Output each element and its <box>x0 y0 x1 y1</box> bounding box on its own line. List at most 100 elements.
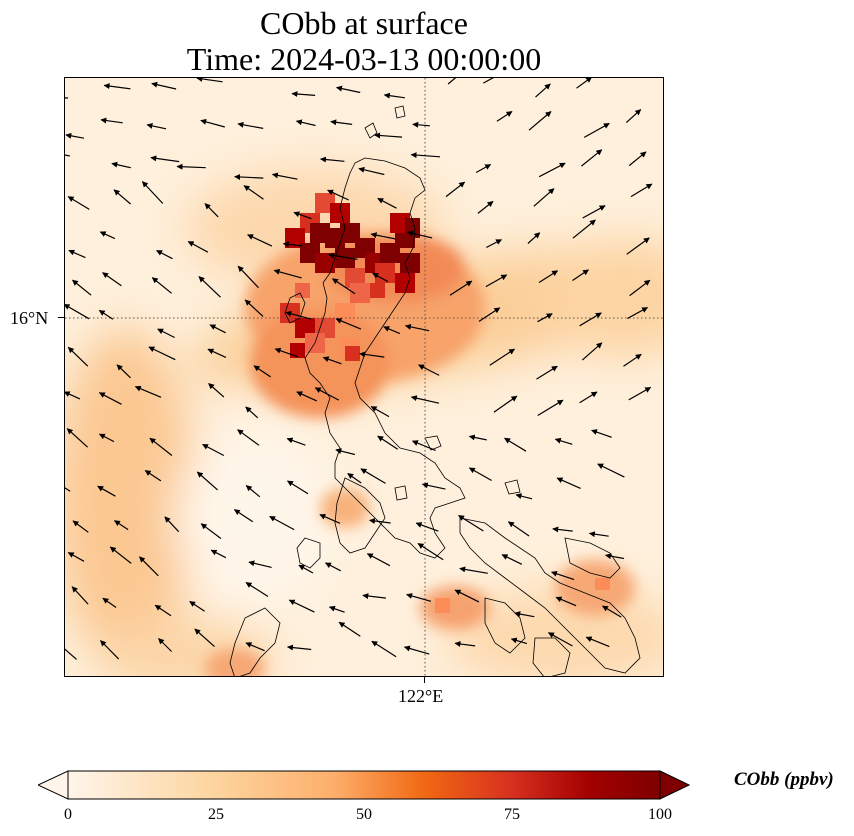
wind-arrow <box>111 161 131 169</box>
wind-arrow <box>286 437 306 446</box>
wind-arrow <box>146 122 167 130</box>
wind-arrow <box>320 156 345 163</box>
wind-arrow <box>418 364 440 376</box>
catanduanes-islet <box>504 479 521 495</box>
wind-arrow <box>528 111 552 131</box>
wind-arrow <box>623 353 642 367</box>
map-title-line2: Time: 2024-03-13 00:00:00 <box>186 41 542 77</box>
wind-arrow <box>552 526 573 533</box>
wind-arrow <box>176 163 206 170</box>
wind-arrow <box>359 351 385 358</box>
wind-arrow <box>572 269 589 281</box>
wind-arrow <box>369 518 391 524</box>
wind-arrow <box>459 566 488 574</box>
wind-arrow <box>371 640 397 658</box>
wind-arrow <box>415 522 439 532</box>
wind-arrow <box>360 468 386 484</box>
wind-arrow <box>412 121 430 128</box>
palawan-coastline <box>229 607 281 676</box>
colorbar <box>38 770 690 800</box>
wind-arrow <box>626 237 650 255</box>
wind-arrow <box>154 604 172 617</box>
wind-arrow <box>335 318 362 330</box>
wind-arrow <box>515 493 533 500</box>
wind-arrow <box>335 448 356 456</box>
wind-arrow <box>245 642 265 652</box>
wind-arrow <box>537 399 564 417</box>
wind-arrow <box>157 328 175 339</box>
wind-arrow <box>468 434 487 441</box>
wind-arrow <box>601 605 622 618</box>
wind-arrow <box>582 205 606 219</box>
wind-arrow <box>196 471 218 491</box>
wind-arrow <box>501 554 523 565</box>
wind-arrow <box>164 516 180 533</box>
lat-tick-mark <box>58 317 64 318</box>
colorbar-tick-75: 75 <box>504 806 520 823</box>
wind-arrow <box>449 280 473 296</box>
wind-arrow <box>295 119 316 127</box>
wind-arrow <box>338 621 361 637</box>
map-panel <box>64 77 664 677</box>
wind-arrow <box>243 185 264 200</box>
wind-arrow <box>585 636 610 648</box>
wind-arrow <box>67 196 90 210</box>
wind-arrow <box>407 230 433 239</box>
wind-arrow <box>328 605 345 613</box>
wind-arrow <box>210 549 227 559</box>
wind-arrow <box>597 463 625 478</box>
wind-arrow <box>588 531 609 538</box>
colorbar-extend-max <box>659 770 690 800</box>
wind-arrow <box>410 395 440 404</box>
wind-arrow <box>200 118 225 128</box>
wind-arrow <box>533 188 555 207</box>
wind-arrow <box>102 272 122 287</box>
wind-arrow <box>245 485 261 498</box>
map-title-line1: CObb at surface <box>260 5 468 41</box>
wind-arrow <box>65 648 77 660</box>
wind-arrow <box>237 265 259 289</box>
negros-coastline <box>532 637 571 676</box>
wind-arrow <box>149 437 173 456</box>
samar-coastline <box>564 537 621 579</box>
wind-arrow <box>627 306 649 320</box>
wind-arrow <box>65 487 71 492</box>
wind-arrow <box>198 276 221 298</box>
wind-arrow <box>282 241 303 248</box>
wind-arrow <box>537 313 553 323</box>
wind-arrow <box>527 232 541 244</box>
wind-arrow <box>141 181 164 204</box>
lon-tick-mark <box>424 677 425 683</box>
wind-arrow <box>374 132 403 139</box>
wind-arrow <box>554 437 573 445</box>
wind-arrow <box>475 163 492 174</box>
wind-arrow <box>72 520 89 533</box>
wind-arrow <box>493 395 518 413</box>
wind-arrow <box>330 119 353 126</box>
wind-arrow <box>271 172 298 180</box>
wind-arrow <box>478 307 501 322</box>
wind-arrow <box>514 611 535 618</box>
wind-arrow <box>98 309 114 320</box>
wind-arrow <box>98 392 122 405</box>
wind-arrow <box>447 78 457 85</box>
wind-arrow <box>445 181 466 198</box>
wind-arrow <box>134 385 162 398</box>
wind-arrow <box>99 231 116 240</box>
wind-arrow <box>579 391 598 404</box>
luzon-coastline <box>304 157 466 559</box>
wind-arrow <box>605 553 625 560</box>
lubang-island <box>296 537 321 569</box>
wind-arrow <box>370 232 396 240</box>
wind-arrow <box>248 560 272 568</box>
wind-arrow <box>109 546 132 564</box>
wind-arrow <box>244 299 264 317</box>
colorbar-label: CObb (ppbv) <box>734 769 834 790</box>
wind-arrow <box>196 78 223 83</box>
wind-arrow <box>410 152 441 159</box>
wind-arrow <box>468 467 492 482</box>
wind-arrow <box>628 151 647 167</box>
wind-arrow <box>237 429 260 446</box>
wind-arrow <box>591 429 612 438</box>
wind-arrow <box>100 640 120 660</box>
